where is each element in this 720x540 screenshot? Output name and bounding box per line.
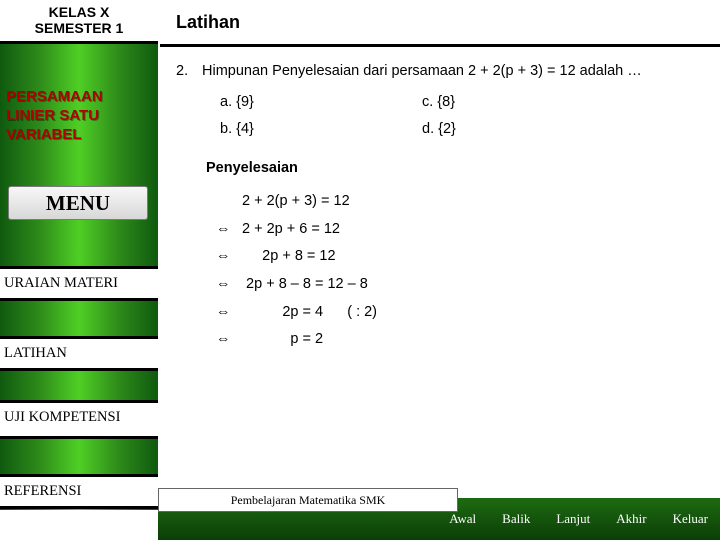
question-area: 2. Himpunan Penyelesaian dari persamaan …	[176, 62, 706, 354]
step-text: 2 + 2(p + 3) = 12	[242, 193, 350, 209]
nav-balik[interactable]: Balik	[502, 511, 530, 527]
arrow-icon: ⇔	[216, 247, 238, 267]
step-text: 2p = 4 ( : 2)	[242, 304, 377, 320]
step-text: 2p + 8 – 8 = 12 – 8	[242, 276, 368, 292]
menu-item-uraian[interactable]: URAIAN MATERI	[0, 266, 158, 301]
menu-item-uji[interactable]: UJI KOMPETENSI	[0, 400, 158, 439]
arrow-icon: ⇔	[216, 275, 238, 295]
class-line2: SEMESTER 1	[0, 20, 158, 36]
arrow-icon: ⇔	[216, 330, 238, 350]
step-text: 2p + 8 = 12	[242, 248, 336, 264]
page-title: Latihan	[176, 12, 240, 33]
step-row: ⇔ 2 + 2p + 6 = 12	[216, 216, 706, 244]
sidebar-bottom-mask	[0, 510, 158, 540]
step-text: 2 + 2p + 6 = 12	[242, 221, 340, 237]
question-number: 2.	[176, 62, 198, 82]
step-row: ⇔ 2p + 8 = 12	[216, 243, 706, 271]
options-table: a. {9} c. {8} b. {4} d. {2}	[218, 88, 458, 145]
nav-awal[interactable]: Awal	[449, 511, 476, 527]
class-box: KELAS X SEMESTER 1	[0, 0, 158, 44]
step-row: ⇔ 2p = 4 ( : 2)	[216, 299, 706, 327]
menu-item-label: LATIHAN	[4, 345, 67, 361]
option-d[interactable]: d. {2}	[422, 117, 456, 143]
option-a[interactable]: a. {9}	[220, 90, 420, 116]
menu-item-latihan[interactable]: LATIHAN	[0, 336, 158, 371]
step-row: ⇔ p = 2	[216, 326, 706, 354]
nav-akhir[interactable]: Akhir	[616, 511, 646, 527]
menu-item-label: URAIAN MATERI	[4, 275, 118, 291]
menu-item-label: UJI KOMPETENSI	[4, 409, 154, 426]
solution-steps: 2 + 2(p + 3) = 12 ⇔ 2 + 2p + 6 = 12 ⇔ 2p…	[216, 188, 706, 353]
arrow-icon: ⇔	[216, 220, 238, 240]
arrow-icon: ⇔	[216, 303, 238, 323]
title-underline	[160, 44, 720, 47]
course-subtitle: PERSAMAAN LINIER SATU VARIABEL	[6, 88, 152, 144]
step-text: p = 2	[242, 331, 323, 347]
solution-label: Penyelesaian	[206, 159, 706, 179]
nav-lanjut[interactable]: Lanjut	[556, 511, 590, 527]
footer-caption: Pembelajaran Matematika SMK	[158, 488, 458, 512]
menu-item-referensi[interactable]: REFERENSI	[0, 474, 158, 509]
option-b[interactable]: b. {4}	[220, 117, 420, 143]
nav-keluar[interactable]: Keluar	[673, 511, 708, 527]
step-row: ⇔ 2p + 8 – 8 = 12 – 8	[216, 271, 706, 299]
question-text: Himpunan Penyelesaian dari persamaan 2 +…	[202, 62, 702, 82]
menu-heading: MENU	[8, 186, 148, 220]
option-c[interactable]: c. {8}	[422, 90, 456, 116]
menu-item-label: REFERENSI	[4, 483, 81, 499]
class-line1: KELAS X	[0, 4, 158, 20]
step-row: 2 + 2(p + 3) = 12	[216, 188, 706, 216]
